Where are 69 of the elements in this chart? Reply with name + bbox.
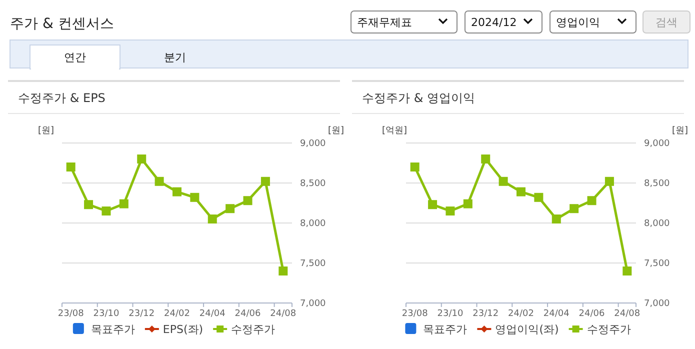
x-tick-label: 23/10: [93, 309, 120, 319]
point: [604, 176, 614, 186]
y2-tick-label: 7,500: [644, 259, 670, 269]
text: 분기: [164, 51, 186, 64]
select: 영업이익: [550, 10, 636, 34]
point: [534, 192, 544, 202]
chart-title: 수정주가 & 영업이익: [362, 91, 475, 105]
point: [208, 214, 217, 224]
legend-label: 목표주가: [90, 323, 135, 336]
y2-tick-label: 8,500: [300, 179, 326, 189]
x-tick-label: 24/08: [270, 309, 296, 319]
y2-axis-title: [원]: [672, 126, 688, 136]
legend-label: 목표주가: [423, 323, 468, 336]
y-axis-title: [원]: [38, 126, 54, 136]
select: 주재무제표: [350, 10, 458, 34]
x-tick-label: 23/12: [128, 309, 155, 319]
y-axis-title: [억원]: [382, 126, 408, 136]
point: [463, 199, 472, 208]
y2-tick-label: 7,000: [300, 299, 326, 309]
point: [154, 176, 164, 186]
point: [226, 204, 235, 214]
y2-tick-label: 9,000: [300, 139, 326, 149]
point: [587, 196, 596, 206]
y2-tick-label: 9,000: [644, 139, 670, 149]
y2-tick-label: 8,000: [300, 219, 326, 229]
y2-tick-label: 7,500: [300, 259, 326, 269]
point: [481, 154, 490, 164]
point: [278, 266, 288, 276]
point: [172, 187, 182, 196]
x-tick-label: 24/04: [543, 309, 570, 319]
x-tick-label: 24/02: [164, 309, 190, 319]
point: [446, 206, 455, 216]
y2-tick-label: 8,000: [644, 219, 670, 229]
point: [260, 176, 270, 186]
point: [243, 196, 252, 206]
point: [66, 162, 76, 172]
x-tick-label: 23/08: [402, 309, 428, 319]
point: [190, 192, 200, 202]
legend-label: 영업이익(좌): [495, 323, 559, 336]
text: 연간: [64, 51, 86, 64]
y2-tick-label: 7,000: [644, 299, 670, 309]
y2-tick-label: 8,500: [644, 179, 670, 189]
point: [102, 206, 111, 216]
chart-title: 수정주가 & EPS: [18, 91, 106, 105]
x-tick-label: 24/04: [199, 309, 226, 319]
x-tick-label: 24/06: [578, 309, 606, 319]
point: [516, 187, 526, 196]
point: [84, 200, 94, 210]
text: 주가 & 컨센서스: [10, 16, 114, 32]
y2-axis-title: [원]: [328, 126, 344, 136]
x-tick-label: 23/12: [472, 309, 499, 319]
x-tick-label: 23/08: [58, 309, 84, 319]
legend-label: EPS(좌): [162, 323, 204, 336]
point: [137, 154, 146, 164]
point: [428, 200, 438, 210]
point: [410, 162, 420, 172]
legend-label: 수정주가: [586, 323, 631, 336]
point: [119, 199, 128, 208]
point: [498, 176, 508, 186]
x-tick-label: 24/08: [614, 309, 640, 319]
legend-label: 수정주가: [231, 323, 276, 336]
point: [622, 266, 632, 276]
x-tick-label: 23/10: [437, 309, 464, 319]
x-tick-label: 24/02: [508, 309, 534, 319]
point: [570, 204, 579, 214]
text: 검색: [656, 16, 678, 29]
x-tick-label: 24/06: [234, 309, 262, 319]
select: 2024/12: [464, 10, 542, 34]
point: [552, 214, 561, 224]
